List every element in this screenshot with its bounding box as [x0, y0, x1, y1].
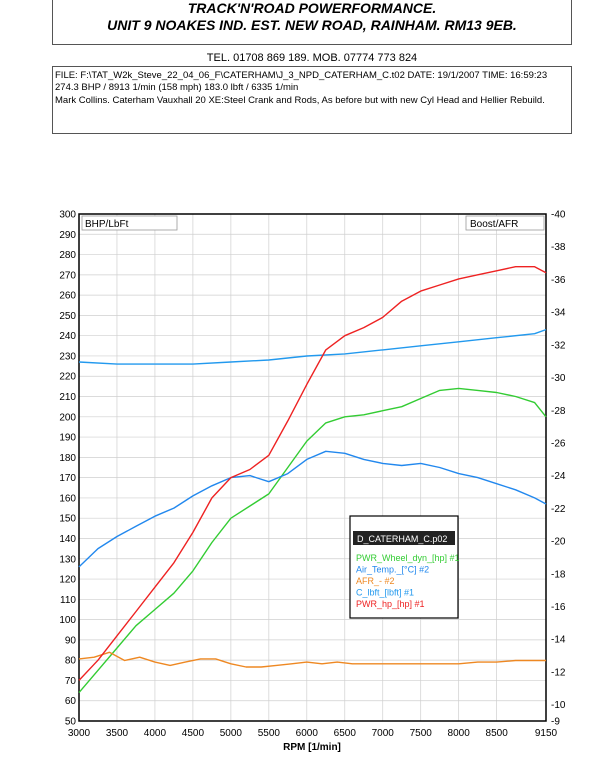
x-tick-label: 7500 — [410, 728, 433, 739]
wheel-power-line — [78, 387, 547, 694]
y-right-tick-label: -24 — [551, 471, 566, 482]
y-right-tick-label: -28 — [551, 406, 566, 417]
y-left-tick-label: 110 — [60, 595, 76, 606]
legend-item: C_lbft_[lbft] #1 — [356, 588, 414, 598]
y-right-tick-label: -38 — [551, 242, 566, 253]
result-line: 274.3 BHP / 8913 1/min (158 mph) 183.0 l… — [55, 82, 299, 93]
x-tick-label: 9150 — [535, 728, 558, 739]
x-tick-label: 8500 — [486, 728, 509, 739]
y-left-tick-label: 260 — [59, 291, 76, 302]
y-left-tick-label: 150 — [59, 514, 76, 525]
x-tick-label: 6500 — [334, 728, 357, 739]
legend-item: Air_Temp._[°C] #2 — [356, 565, 429, 575]
y-left-tick-label: 220 — [59, 372, 76, 383]
y-right-tick-label: -26 — [551, 438, 566, 449]
y-left-tick-label: 160 — [59, 493, 76, 504]
air-temp-line — [78, 450, 547, 568]
y-right-tick-label: -20 — [551, 537, 566, 548]
chart-grid — [78, 213, 547, 722]
file-line: FILE: F:\TAT_W2k_Steve_22_04_06_F\CATERH… — [55, 70, 548, 81]
power-line — [78, 265, 547, 681]
left-axis-label-box — [81, 215, 178, 231]
y-left-tick-label: 270 — [59, 270, 76, 281]
legend-title: D_CATERHAM_C.p02 — [357, 534, 447, 544]
company-header: TRACK'N'ROAD POWERFORMANCE. UNIT 9 NOAKE… — [52, 0, 572, 45]
x-tick-label: 4500 — [182, 728, 205, 739]
legend-item: PWR_hp_[hp] #1 — [356, 599, 425, 609]
plot-frame — [78, 213, 547, 722]
y-right-tick-label: -32 — [551, 340, 566, 351]
x-tick-label: 5000 — [220, 728, 243, 739]
y-left-tick-label: 250 — [59, 311, 76, 322]
y-right-tick-label: -22 — [551, 504, 566, 515]
company-name: TRACK'N'ROAD POWERFORMANCE. — [187, 0, 437, 16]
legend: D_CATERHAM_C.p02 PWR_Wheel_dyn_[hp] #1 Ai… — [349, 515, 460, 619]
y-left-tick-label: 290 — [59, 230, 76, 241]
y-right-tick-label: -10 — [551, 700, 566, 711]
dyno-chart: 300 290 280 270 260 250 240 230 220 210 200 190 180 1… — [59, 210, 566, 754]
x-tick-label: 5500 — [258, 728, 281, 739]
company-address: UNIT 9 NOAKES IND. EST. NEW ROAD, RAINHA… — [107, 17, 517, 33]
y-left-tick-label: 240 — [59, 331, 76, 342]
y-left-tick-label: 70 — [65, 676, 77, 687]
y-left-tick-label: 300 — [59, 210, 76, 221]
y-left-tick-label: 230 — [59, 351, 76, 362]
y-left-tick-label: 80 — [65, 656, 77, 667]
y-right-tick-label: -18 — [551, 569, 566, 580]
right-axis-label-box — [465, 215, 545, 231]
x-axis-label: RPM [1/min] — [283, 742, 341, 753]
left-axis-ticks: 300 290 280 270 260 250 240 230 220 210 200 190 180 1… — [59, 210, 76, 728]
y-right-tick-label: -14 — [551, 635, 566, 646]
legend-title-bar — [353, 531, 455, 545]
y-right-tick-label: -9 — [551, 717, 560, 728]
y-left-tick-label: 210 — [59, 392, 76, 403]
legend-items: PWR_Wheel_dyn_[hp] #1 Air_Temp._[°C] #2AF… — [356, 553, 460, 609]
torque-line — [78, 328, 547, 365]
y-right-tick-label: -40 — [551, 210, 566, 221]
y-right-tick-label: -34 — [551, 308, 566, 319]
y-left-tick-label: 140 — [59, 534, 76, 545]
left-axis-label: BHP/LbFt — [85, 219, 129, 230]
y-right-tick-label: -30 — [551, 373, 566, 384]
y-right-tick-label: -36 — [551, 275, 566, 286]
right-axis-ticks: -40 -38 -36 -34 -32 -30 -28 -26 -24 -22 -20 -18 -16 -… — [551, 210, 566, 728]
afr-line — [78, 651, 546, 668]
run-info-box: FILE: F:\TAT_W2k_Steve_22_04_06_F\CATERH… — [52, 66, 572, 134]
x-axis-ticks: 3000 3500 4000 4500 5000 5500 6000 6500 7000 7500… — [68, 728, 558, 739]
right-axis-label: Boost/AFR — [470, 219, 518, 230]
y-left-tick-label: 50 — [65, 717, 77, 728]
y-left-tick-label: 130 — [59, 554, 76, 565]
y-right-tick-label: -16 — [551, 602, 566, 613]
y-left-tick-label: 280 — [59, 250, 76, 261]
y-left-tick-label: 60 — [65, 696, 77, 707]
x-tick-label: 3500 — [106, 728, 129, 739]
x-tick-label: 7000 — [372, 728, 395, 739]
notes-line: Mark Collins. Caterham Vauxhall 20 XE:St… — [55, 95, 545, 106]
x-tick-label: 3000 — [68, 728, 91, 739]
y-right-tick-label: -12 — [551, 667, 566, 678]
y-left-tick-label: 180 — [59, 453, 76, 464]
y-left-tick-label: 90 — [65, 635, 77, 646]
y-left-tick-label: 190 — [59, 433, 76, 444]
series-lines — [78, 265, 547, 694]
y-left-tick-label: 100 — [59, 615, 76, 626]
x-tick-label: 6000 — [296, 728, 319, 739]
x-tick-label: 4000 — [144, 728, 167, 739]
legend-item: AFR_- #2 — [356, 576, 395, 586]
contact-line: TEL. 01708 869 189. MOB. 07774 773 824 — [206, 52, 418, 64]
y-left-tick-label: 120 — [59, 575, 76, 586]
y-left-tick-label: 200 — [59, 412, 76, 423]
y-left-tick-label: 170 — [59, 473, 76, 484]
x-tick-label: 8000 — [448, 728, 471, 739]
legend-item: PWR_Wheel_dyn_[hp] #1 — [356, 553, 460, 563]
